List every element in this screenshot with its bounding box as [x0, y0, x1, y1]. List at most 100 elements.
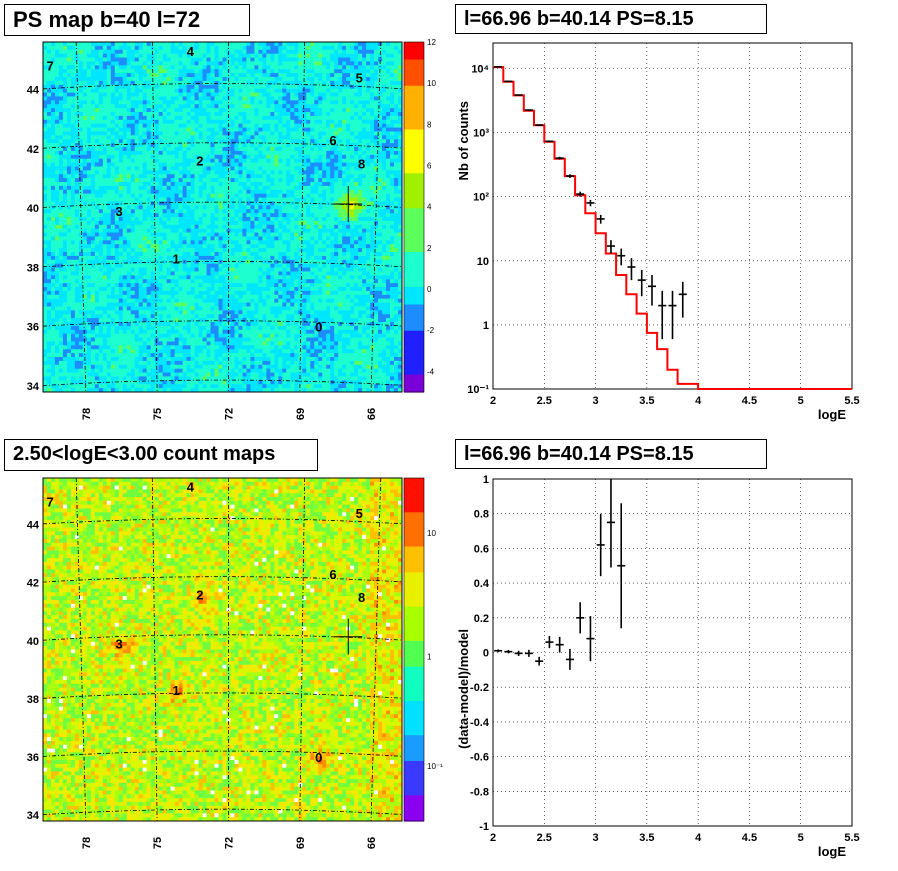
colorbar-tick-2: 2 [427, 244, 432, 253]
y-tick-1000: 10³ [473, 128, 489, 140]
y-tick-34: 34 [27, 381, 40, 393]
y-tick-38: 38 [27, 262, 39, 274]
graticule-lat-42 [42, 142, 403, 149]
data-point-14 [637, 269, 646, 297]
source-label-6: 6 [329, 567, 336, 582]
colorbar-tick--2: -2 [427, 326, 435, 335]
data-point-18 [678, 281, 687, 318]
y-tick-0.2: 0.2 [474, 613, 489, 625]
y-tick-10000: 10⁴ [471, 64, 489, 76]
colorbar-tick-1: 1 [427, 652, 432, 661]
spectrum-frame [492, 42, 853, 390]
ps-colorbar [404, 42, 424, 393]
graticule-lat-38 [42, 260, 403, 268]
residual-point-2 [514, 650, 523, 656]
x-tick-5: 5 [798, 395, 804, 407]
ps-pixels [43, 42, 403, 393]
graticule-lon-75 [151, 477, 158, 822]
y-tick-36: 36 [27, 752, 39, 764]
source-label-7: 7 [47, 494, 54, 509]
y-tick-1: 1 [483, 474, 489, 486]
x-tick-3: 3 [593, 832, 599, 844]
graticule-lat-38 [42, 692, 403, 699]
data-point-6 [555, 156, 564, 160]
source-label-5: 5 [356, 506, 363, 521]
residual-chart: 2 2.5 3 3.5 4 4.5 5 5.5 -1 -0.8 -0.6 -0.4 -0.2 0 0.2 0.… [456, 474, 860, 859]
data-point-7 [565, 174, 574, 178]
source-label-2: 2 [196, 587, 203, 602]
data-point-12 [617, 248, 626, 266]
y-tick-40: 40 [27, 636, 39, 648]
data-point-3 [524, 109, 533, 111]
source-label-8: 8 [358, 157, 365, 172]
graticule-lon-78 [75, 477, 87, 822]
colorbar-tick-0: 0 [427, 285, 432, 294]
y-tick-42: 42 [27, 144, 39, 156]
y-tick--0.8: -0.8 [470, 786, 489, 798]
x-tick-2: 2 [490, 832, 496, 844]
y-tick--0.6: -0.6 [470, 752, 489, 764]
cm-frame [42, 477, 403, 822]
residual-point-7 [565, 649, 574, 670]
x-tick-66: 66 [366, 837, 378, 849]
x-tick-5.5: 5.5 [844, 832, 859, 844]
y-axis-label: (data-model)/model [456, 629, 471, 749]
residual-frame [492, 478, 853, 827]
source-label-3: 3 [115, 637, 122, 652]
model-series [493, 66, 852, 390]
cm-colorbar-frame [403, 477, 425, 822]
ps-frame [42, 41, 403, 393]
y-tick-0: 0 [483, 648, 489, 660]
residual-point-1 [504, 649, 513, 654]
x-tick-4.5: 4.5 [742, 395, 757, 407]
data-point-13 [627, 258, 636, 281]
y-tick-0.4: 0.4 [474, 578, 490, 590]
source-label-7: 7 [47, 59, 54, 74]
y-tick-1: 1 [483, 320, 489, 332]
colorbar-tick-0: 10 [427, 529, 436, 538]
colorbar-tick-6: 6 [427, 162, 432, 171]
x-tick-78: 78 [81, 837, 93, 849]
graticule-lon-75 [151, 41, 158, 393]
data-point-11 [606, 240, 615, 254]
residual-point-3 [524, 649, 533, 657]
data-point-2 [514, 94, 523, 96]
colorbar-tick-12: 12 [427, 38, 436, 47]
x-tick-4.5: 4.5 [742, 832, 757, 844]
y-tick-10: 10 [477, 256, 489, 268]
residual-point-11 [606, 479, 615, 568]
graticule-lat-36 [42, 750, 403, 757]
x-tick-75: 75 [152, 837, 164, 849]
source-label-1: 1 [173, 683, 180, 698]
colorbar-tick-8: 8 [427, 120, 432, 129]
graticule-lat-44 [42, 518, 403, 525]
x-tick-5.5: 5.5 [844, 395, 859, 407]
residual-point-5 [545, 636, 554, 649]
source-label-4: 4 [187, 44, 195, 59]
y-tick-36: 36 [27, 322, 39, 334]
colorbar-tick-4: 4 [427, 203, 432, 212]
x-tick-3.5: 3.5 [639, 395, 654, 407]
source-label-3: 3 [115, 204, 122, 219]
ps-graticule [42, 41, 403, 393]
residual-title: l=66.96 b=40.14 PS=8.15 [455, 439, 767, 469]
source-label-0: 0 [315, 750, 322, 765]
data-point-10 [596, 214, 605, 224]
residual-point-12 [617, 503, 626, 629]
residual-point-4 [535, 656, 544, 666]
y-axis-label: Nb of counts [456, 101, 471, 180]
residual-point-6 [555, 636, 564, 653]
source-label-1: 1 [173, 252, 180, 267]
y-tick-0.6: 0.6 [474, 543, 489, 555]
y-tick-34: 34 [27, 810, 40, 822]
colorbar-tick-2: 10⁻¹ [427, 762, 443, 771]
source-label-0: 0 [315, 320, 322, 335]
x-tick-66: 66 [366, 408, 378, 420]
y-tick-42: 42 [27, 578, 39, 590]
x-tick-2.5: 2.5 [537, 395, 552, 407]
colorbar-tick-10: 10 [427, 79, 436, 88]
x-tick-4: 4 [695, 832, 702, 844]
x-tick-5: 5 [798, 832, 804, 844]
